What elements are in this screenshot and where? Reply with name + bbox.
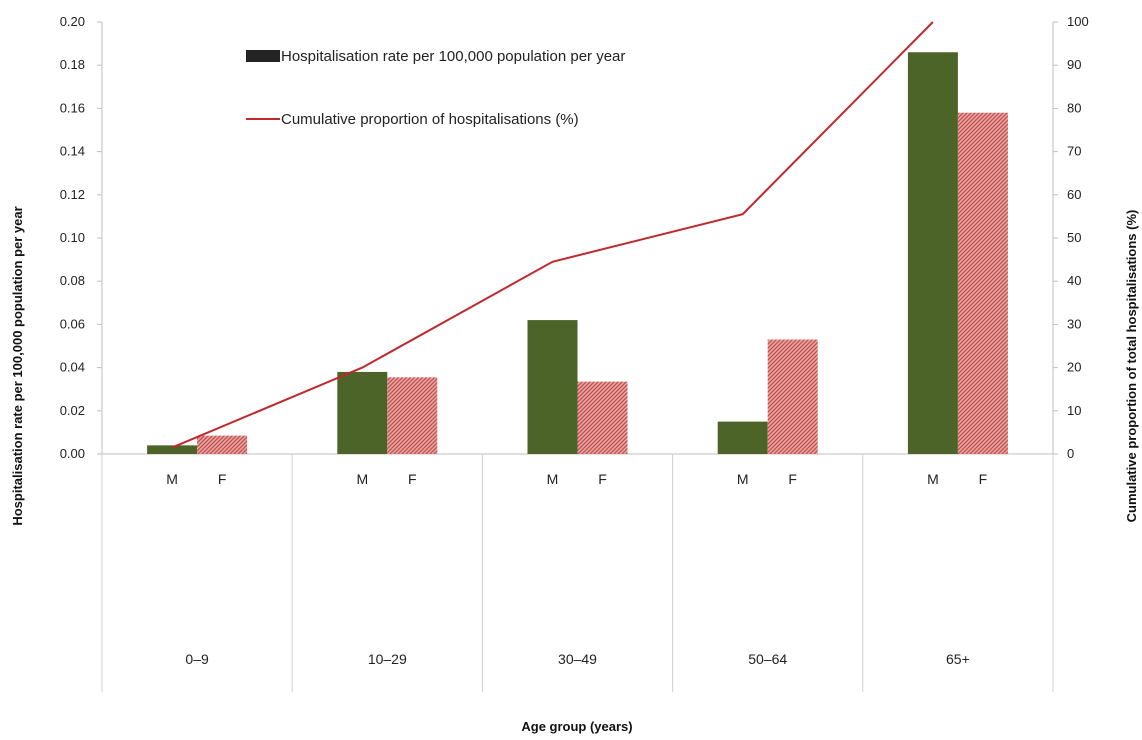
sex-label-f: F bbox=[598, 471, 607, 487]
y2-tick-label: 50 bbox=[1067, 230, 1081, 245]
y-tick-label: 0.08 bbox=[60, 273, 85, 288]
labels: 0.00 0.02 0.04 0.06 0.08 0.10 0.12 0.14 0.16 0.18… bbox=[60, 14, 1089, 667]
sex-label-f: F bbox=[408, 471, 417, 487]
legend: Hospitalisation rate per 100,000 populat… bbox=[246, 48, 625, 128]
y-tick-label: 0.14 bbox=[60, 144, 85, 159]
y2-tick-label: 70 bbox=[1067, 144, 1081, 159]
legend-bar-label: Hospitalisation rate per 100,000 populat… bbox=[281, 48, 625, 65]
y2-tick-label: 100 bbox=[1067, 14, 1089, 29]
y2-tick-label: 40 bbox=[1067, 273, 1081, 288]
y-tick-label: 0.10 bbox=[60, 230, 85, 245]
y2-tick-label: 0 bbox=[1067, 446, 1074, 461]
sex-label-f: F bbox=[979, 471, 988, 487]
sex-label-m: M bbox=[927, 471, 939, 487]
y-axis-title: Hospitalisation rate per 100,000 populat… bbox=[10, 206, 25, 525]
x-axis-title: Age group (years) bbox=[521, 719, 632, 734]
sex-label-m: M bbox=[166, 471, 178, 487]
y-tick-label: 0.16 bbox=[60, 100, 85, 115]
bar-male bbox=[147, 445, 198, 454]
y-tick-label: 0.12 bbox=[60, 187, 85, 202]
y2-tick-label: 10 bbox=[1067, 403, 1081, 418]
bars bbox=[147, 52, 1008, 455]
sex-label-f: F bbox=[788, 471, 797, 487]
category-label: 0–9 bbox=[185, 651, 209, 667]
legend-line-label: Cumulative proportion of hospitalisation… bbox=[281, 111, 579, 128]
bar-male bbox=[907, 52, 958, 455]
category-label: 50–64 bbox=[748, 651, 787, 667]
bar-female bbox=[197, 435, 248, 454]
y2-tick-label: 20 bbox=[1067, 360, 1081, 375]
bar-female bbox=[387, 377, 438, 454]
bar-male bbox=[527, 320, 578, 454]
sex-label-m: M bbox=[737, 471, 749, 487]
y-tick-label: 0.06 bbox=[60, 316, 85, 331]
category-label: 65+ bbox=[946, 651, 970, 667]
y2-tick-label: 90 bbox=[1067, 57, 1081, 72]
cumulative-line bbox=[171, 21, 934, 449]
y2-axis-title: Cumulative proportion of total hospitali… bbox=[1124, 210, 1139, 523]
y-tick-label: 0.04 bbox=[60, 360, 85, 375]
category-label: 10–29 bbox=[368, 651, 407, 667]
sex-label-f: F bbox=[218, 471, 227, 487]
y-tick-label: 0.00 bbox=[60, 446, 85, 461]
y2-tick-label: 30 bbox=[1067, 316, 1081, 331]
bar-male bbox=[337, 371, 388, 454]
category-label: 30–49 bbox=[558, 651, 597, 667]
cumulative-line-path bbox=[171, 21, 934, 449]
bar-female bbox=[957, 112, 1008, 454]
bar-female bbox=[577, 381, 628, 454]
bar-male bbox=[717, 421, 768, 454]
legend-bar-swatch bbox=[246, 50, 280, 62]
sex-label-m: M bbox=[356, 471, 368, 487]
y-tick-label: 0.02 bbox=[60, 403, 85, 418]
y-tick-label: 0.18 bbox=[60, 57, 85, 72]
y2-tick-label: 60 bbox=[1067, 187, 1081, 202]
sex-label-m: M bbox=[547, 471, 559, 487]
y2-tick-label: 80 bbox=[1067, 100, 1081, 115]
bar-female bbox=[767, 339, 818, 454]
y-tick-label: 0.20 bbox=[60, 14, 85, 29]
